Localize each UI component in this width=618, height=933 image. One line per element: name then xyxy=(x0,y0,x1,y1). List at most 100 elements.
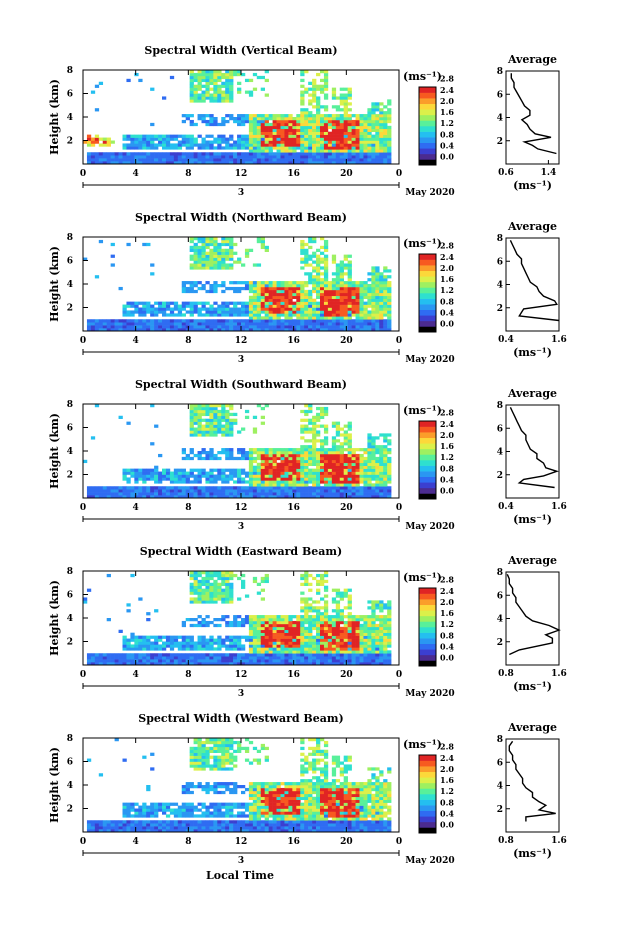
heatmap-cell xyxy=(367,120,371,123)
heatmap-cell xyxy=(253,451,257,454)
heatmap-cell xyxy=(375,650,379,653)
heatmap-cell xyxy=(99,656,103,659)
heatmap-cell xyxy=(190,143,194,146)
heatmap-cell xyxy=(340,293,344,296)
heatmap-cell xyxy=(209,639,213,642)
heatmap-cell xyxy=(182,659,186,662)
heatmap-cell xyxy=(209,94,213,97)
heatmap-cell xyxy=(241,322,245,325)
heatmap-cell xyxy=(371,630,375,633)
heatmap-cell xyxy=(194,618,198,621)
heatmap-cell xyxy=(277,120,281,123)
heatmap-cell xyxy=(348,445,352,448)
heatmap-cell xyxy=(356,615,360,618)
heatmap-cell xyxy=(202,419,206,422)
heatmap-cell xyxy=(111,158,115,161)
heatmap-cell xyxy=(387,302,391,305)
heatmap-cell xyxy=(261,597,265,600)
heatmap-cell xyxy=(253,489,257,492)
heatmap-cell xyxy=(225,480,229,483)
heatmap-cell xyxy=(273,463,277,466)
heatmap-cell xyxy=(296,290,300,293)
heatmap-cell xyxy=(237,472,241,475)
heatmap-cell xyxy=(284,647,288,650)
heatmap-cell xyxy=(115,155,119,158)
heatmap-cell xyxy=(379,123,383,126)
heatmap-cell xyxy=(316,656,320,659)
heatmap-cell xyxy=(300,138,304,141)
heatmap-cell xyxy=(202,656,206,659)
heatmap-cell xyxy=(375,102,379,105)
heatmap-cell xyxy=(348,299,352,302)
heatmap-cell xyxy=(277,624,281,627)
heatmap-cell xyxy=(296,630,300,633)
heatmap-cell xyxy=(202,313,206,316)
heatmap-cell xyxy=(300,96,304,99)
heatmap-cell xyxy=(356,492,360,495)
heatmap-cell xyxy=(308,454,312,457)
heatmap-cell xyxy=(221,258,225,261)
heatmap-cell xyxy=(178,146,182,149)
heatmap-cell xyxy=(174,642,178,645)
heatmap-cell xyxy=(371,269,375,272)
heatmap-cell xyxy=(170,138,174,141)
heatmap-cell xyxy=(375,108,379,111)
heatmap-cell xyxy=(154,155,158,158)
heatmap-cell xyxy=(265,618,269,621)
heatmap-cell xyxy=(217,653,221,656)
heatmap-cell xyxy=(277,284,281,287)
heatmap-cell xyxy=(367,325,371,328)
heatmap-cell xyxy=(277,475,281,478)
heatmap-cell xyxy=(166,656,170,659)
heatmap-cell xyxy=(154,656,158,659)
heatmap-cell xyxy=(363,489,367,492)
colorbar-swatch xyxy=(419,98,436,104)
heatmap-cell xyxy=(356,146,360,149)
heatmap-cell xyxy=(273,138,277,141)
heatmap-cell xyxy=(296,129,300,132)
heatmap-cell xyxy=(383,319,387,322)
heatmap-cell xyxy=(367,480,371,483)
heatmap-cell xyxy=(367,310,371,313)
heatmap-cell xyxy=(304,644,308,647)
heatmap-cell xyxy=(320,413,324,416)
heatmap-cell xyxy=(217,451,221,454)
heatmap-cell xyxy=(213,120,217,123)
heatmap-cell xyxy=(190,281,194,284)
heatmap-cell xyxy=(257,158,261,161)
heatmap-cell xyxy=(312,141,316,144)
heatmap-cell xyxy=(296,454,300,457)
heatmap-cell xyxy=(150,322,154,325)
heatmap-cell xyxy=(277,158,281,161)
heatmap-cell xyxy=(336,659,340,662)
heatmap-cell xyxy=(348,152,352,155)
heatmap-cell xyxy=(320,636,324,639)
heatmap-cell xyxy=(360,296,364,299)
heatmap-cell xyxy=(233,413,237,416)
heatmap-cell xyxy=(304,120,308,123)
heatmap-cell xyxy=(146,155,150,158)
heatmap-cell xyxy=(379,600,383,603)
heatmap-cell xyxy=(332,278,336,281)
heatmap-cell xyxy=(142,469,146,472)
heatmap-cell xyxy=(292,460,296,463)
heatmap-cell xyxy=(194,642,198,645)
heatmap-cell xyxy=(281,621,285,624)
heatmap-cell xyxy=(213,308,217,311)
heatmap-cell xyxy=(190,416,194,419)
heatmap-cell xyxy=(190,448,194,451)
heatmap-cell xyxy=(387,132,391,135)
heatmap-cell xyxy=(320,135,324,138)
heatmap-cell xyxy=(269,650,273,653)
heatmap-cell xyxy=(209,284,213,287)
heatmap-cell xyxy=(95,486,99,489)
heatmap-cell xyxy=(142,319,146,322)
heatmap-cell xyxy=(225,574,229,577)
heatmap-cell xyxy=(340,466,344,469)
heatmap-cell xyxy=(375,624,379,627)
heatmap-cell xyxy=(217,155,221,158)
heatmap-cell xyxy=(221,158,225,161)
heatmap-cell xyxy=(320,308,324,311)
heatmap-cell xyxy=(324,96,328,99)
heatmap-cell xyxy=(312,114,316,117)
